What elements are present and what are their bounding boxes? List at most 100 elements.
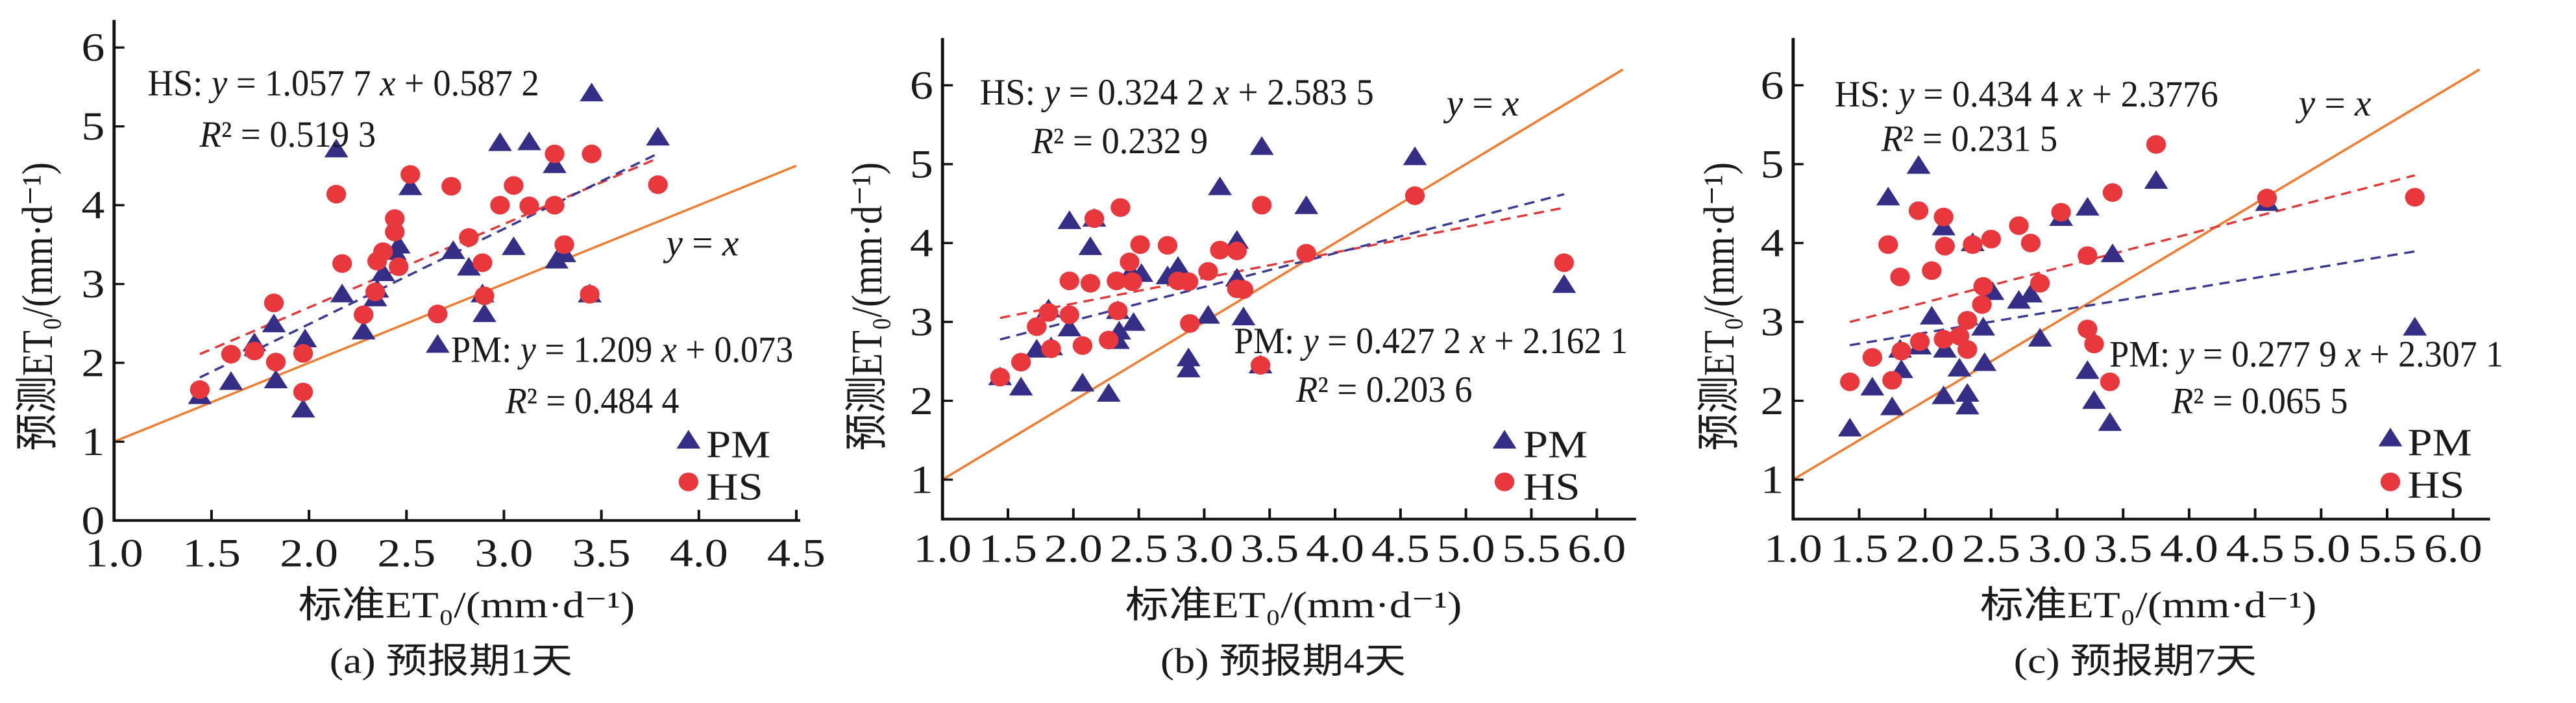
reference-line-y-equals-x	[1792, 68, 2481, 481]
y-axis-title: 预测ET₀/(mm·d⁻¹)	[13, 162, 62, 450]
reference-line-label: y = x	[1443, 82, 1519, 123]
hs-point	[2051, 203, 2071, 222]
hs-point	[504, 176, 524, 195]
y-tick-label: 5	[81, 105, 104, 149]
pm-point	[1096, 383, 1121, 402]
x-axis-title: 标准ET₀/(mm·d⁻¹)	[1980, 584, 2317, 625]
pm-point	[2144, 170, 2168, 189]
x-tick-label: 4.5	[1371, 526, 1430, 571]
fit-line-hs	[1000, 206, 1565, 319]
scatter-panel-c: 1.0 1.5 2.0 2.5 3.0 3.5 4.0 4.5 5.0 5.5 6.0 1 2 3 4 5 6 H…	[1695, 0, 2576, 702]
hs-point	[1862, 348, 1883, 367]
y-axis-title: 预测ET₀/(mm·d⁻¹)	[1695, 162, 1743, 450]
panel-caption: (c) 预报期7天	[2014, 641, 2257, 681]
pm-point	[351, 321, 376, 339]
x-tick-label: 1.0	[913, 526, 972, 571]
hs-point	[2405, 188, 2425, 207]
hs-r-squared: R² = 0.519 3	[199, 113, 376, 154]
pm-point	[2028, 328, 2052, 347]
hs-point	[1405, 186, 1425, 205]
pm-point	[457, 256, 481, 276]
pm-point	[488, 132, 512, 151]
y-tick-label: 4	[1760, 221, 1784, 265]
hs-point	[293, 382, 313, 402]
hs-r-squared: R² = 0.232 9	[1031, 120, 1208, 162]
pm-point	[502, 236, 526, 255]
pm-point	[2403, 317, 2427, 336]
hs-point	[1072, 336, 1093, 355]
hs-point	[373, 242, 393, 262]
hs-point	[545, 195, 565, 215]
hs-point	[1250, 356, 1271, 375]
pm-point	[1294, 195, 1319, 214]
hs-point	[2146, 135, 2166, 154]
hs-point	[244, 341, 265, 361]
x-tick-label: 2.0	[1044, 526, 1103, 571]
x-tick-label: 3.0	[475, 531, 534, 575]
hs-point	[490, 195, 510, 215]
pm-point	[1166, 256, 1190, 275]
pm-point	[1249, 136, 1274, 155]
hs-point	[354, 305, 374, 325]
reference-line-label: y = x	[663, 222, 739, 264]
legend-pm-label: PM	[1523, 423, 1588, 465]
fit-line-pm	[1000, 193, 1565, 341]
pm-point	[517, 131, 541, 151]
x-tick-label: 2.5	[377, 531, 435, 575]
pm-fit-equation: PM: y = 1.209 x + 0.073	[451, 328, 793, 370]
hs-point	[582, 144, 602, 164]
legend-pm-marker	[2378, 427, 2403, 447]
pm-point	[219, 371, 243, 390]
hs-point	[990, 367, 1011, 387]
pm-point	[1070, 373, 1095, 392]
legend-pm-label: PM	[706, 423, 770, 465]
x-tick-label: 2.5	[1962, 526, 2020, 571]
hs-point	[472, 253, 493, 273]
hs-point	[474, 286, 495, 306]
pm-point	[2098, 412, 2122, 431]
hs-point	[1909, 332, 1930, 351]
hs-point	[1180, 314, 1200, 333]
series-hs	[990, 186, 1575, 387]
hs-point	[221, 345, 241, 364]
hs-point	[1120, 253, 1140, 271]
x-tick-label: 5.5	[1503, 526, 1561, 571]
hs-point	[1110, 198, 1131, 217]
y-tick-label: 3	[1760, 300, 1784, 344]
pm-point	[1906, 155, 1931, 174]
y-tick-label: 1	[1760, 458, 1784, 502]
chart-svg-c: 1.0 1.5 2.0 2.5 3.0 3.5 4.0 4.5 5.0 5.5 6.0 1 2 3 4 5 6 H…	[1695, 38, 2503, 681]
y-tick-label: 3	[81, 262, 104, 306]
pm-point	[1057, 317, 1082, 337]
hs-point	[1233, 280, 1254, 299]
fit-line-pm	[1849, 250, 2416, 347]
pm-point	[1860, 376, 1885, 396]
hs-point	[459, 228, 479, 247]
x-tick-label: 6.0	[2424, 526, 2483, 571]
legend-hs-label: HS	[2407, 463, 2464, 506]
pm-point	[1919, 306, 1944, 325]
hs-point	[1251, 195, 1272, 215]
series-pm	[988, 136, 1576, 402]
hs-point	[1059, 305, 1079, 325]
hs-point	[1227, 241, 1247, 260]
x-axis-title: 标准ET₀/(mm·d⁻¹)	[1125, 584, 1462, 625]
x-tick-label: 3.5	[572, 531, 631, 575]
hs-point	[2009, 216, 2029, 236]
pm-point	[324, 138, 349, 158]
hs-point	[1981, 229, 2002, 249]
hs-point	[1108, 301, 1128, 321]
pm-r-squared: R² = 0.065 5	[2171, 380, 2348, 421]
hs-point	[2084, 334, 2104, 354]
pm-point	[264, 369, 288, 389]
hs-point	[1922, 261, 1942, 280]
x-tick-label: 1.5	[182, 531, 241, 575]
pm-point	[2082, 390, 2106, 409]
x-tick-label: 4.0	[2160, 526, 2218, 571]
hs-point	[1973, 277, 1993, 296]
y-tick-label: 0	[81, 499, 104, 543]
hs-point	[264, 293, 284, 313]
hs-point	[1198, 262, 1218, 281]
hs-point	[1957, 311, 1978, 330]
hs-point	[2257, 188, 2277, 208]
